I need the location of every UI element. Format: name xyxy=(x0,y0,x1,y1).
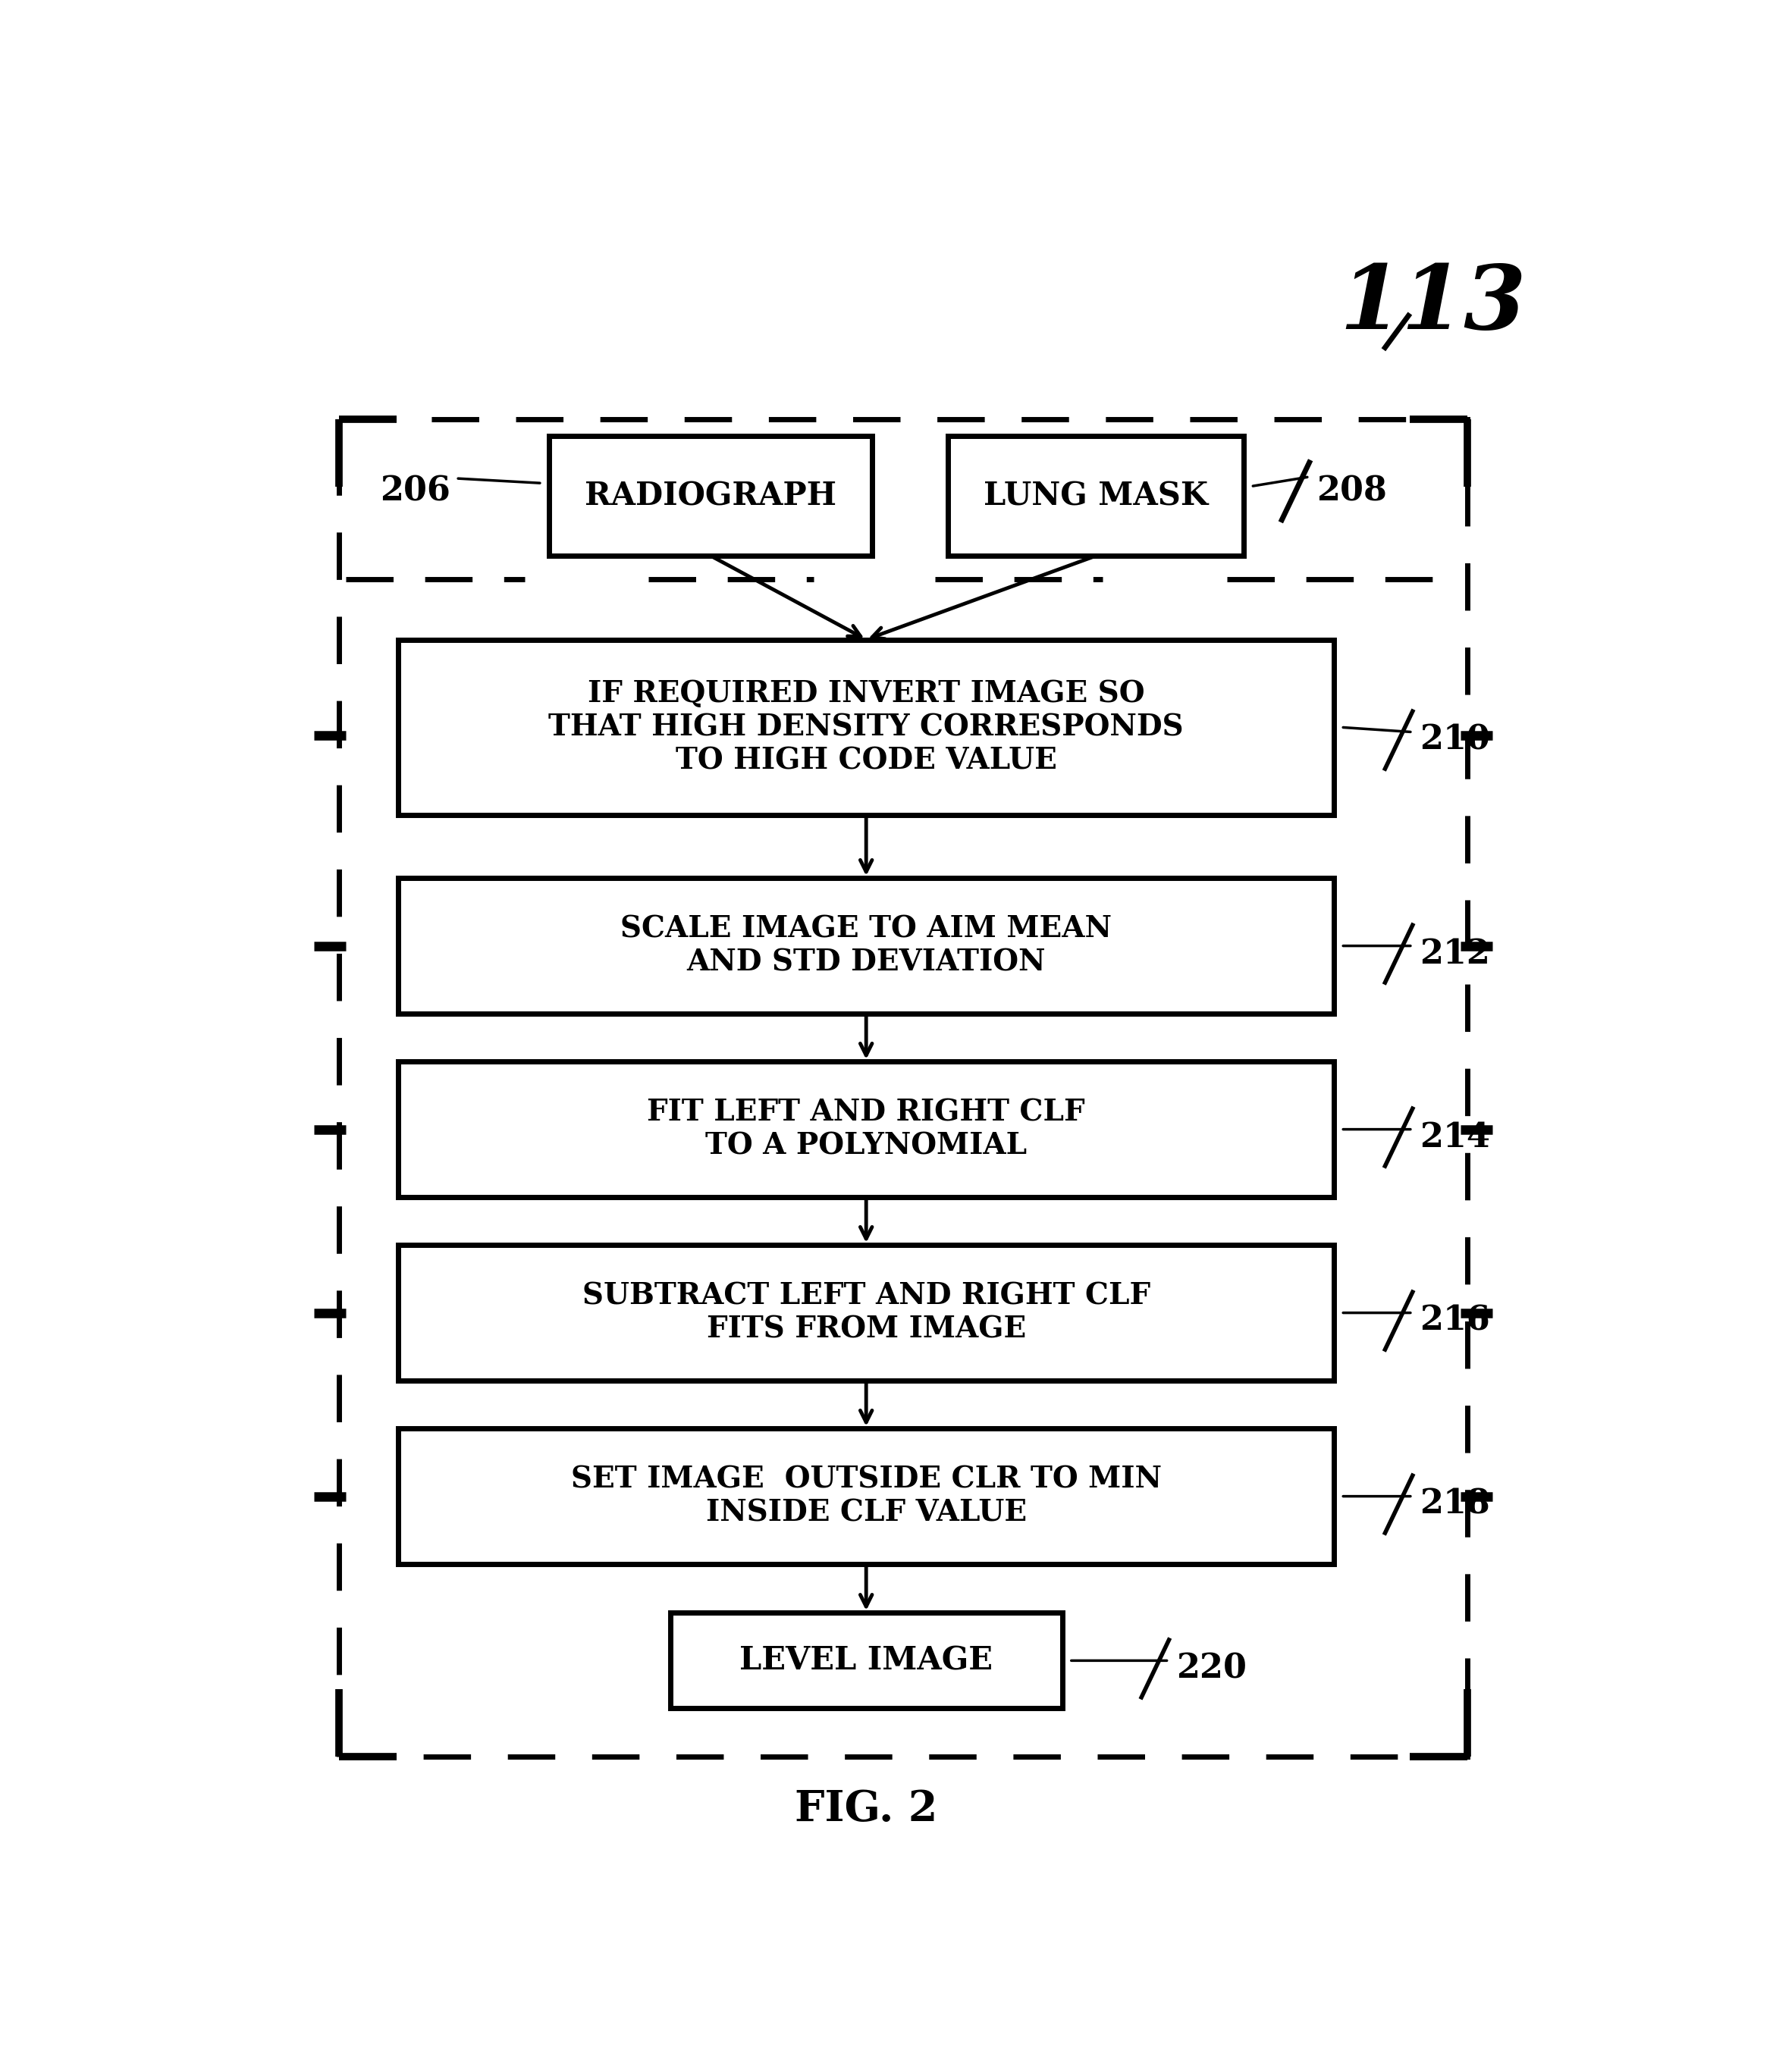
Bar xyxy=(549,435,872,555)
Text: 216: 216 xyxy=(1419,1305,1490,1336)
Text: SET IMAGE  OUTSIDE CLR TO MIN
INSIDE CLF VALUE: SET IMAGE OUTSIDE CLR TO MIN INSIDE CLF … xyxy=(570,1465,1162,1527)
Bar xyxy=(398,1245,1334,1380)
Bar xyxy=(670,1612,1062,1709)
Bar xyxy=(398,879,1334,1013)
Bar xyxy=(398,640,1334,814)
Text: FIG. 2: FIG. 2 xyxy=(794,1788,938,1830)
Text: 206: 206 xyxy=(380,474,451,508)
Text: 208: 208 xyxy=(1316,474,1387,508)
Text: FIT LEFT AND RIGHT CLF
TO A POLYNOMIAL: FIT LEFT AND RIGHT CLF TO A POLYNOMIAL xyxy=(646,1098,1085,1160)
Text: 218: 218 xyxy=(1419,1488,1490,1521)
Text: 113: 113 xyxy=(1339,261,1527,348)
Text: 212: 212 xyxy=(1419,937,1490,970)
Text: 220: 220 xyxy=(1176,1651,1247,1685)
Bar xyxy=(398,1428,1334,1564)
Bar xyxy=(948,435,1243,555)
Text: SUBTRACT LEFT AND RIGHT CLF
FITS FROM IMAGE: SUBTRACT LEFT AND RIGHT CLF FITS FROM IM… xyxy=(583,1283,1151,1345)
Text: IF REQUIRED INVERT IMAGE SO
THAT HIGH DENSITY CORRESPONDS
TO HIGH CODE VALUE: IF REQUIRED INVERT IMAGE SO THAT HIGH DE… xyxy=(549,680,1185,775)
Bar xyxy=(398,1061,1334,1198)
Text: SCALE IMAGE TO AIM MEAN
AND STD DEVIATION: SCALE IMAGE TO AIM MEAN AND STD DEVIATIO… xyxy=(620,914,1112,976)
Text: RADIOGRAPH: RADIOGRAPH xyxy=(584,481,836,512)
Text: LEVEL IMAGE: LEVEL IMAGE xyxy=(739,1645,993,1676)
Text: 214: 214 xyxy=(1419,1121,1490,1154)
Text: LUNG MASK: LUNG MASK xyxy=(984,481,1208,512)
Text: 210: 210 xyxy=(1419,723,1490,756)
Bar xyxy=(339,419,1467,1757)
